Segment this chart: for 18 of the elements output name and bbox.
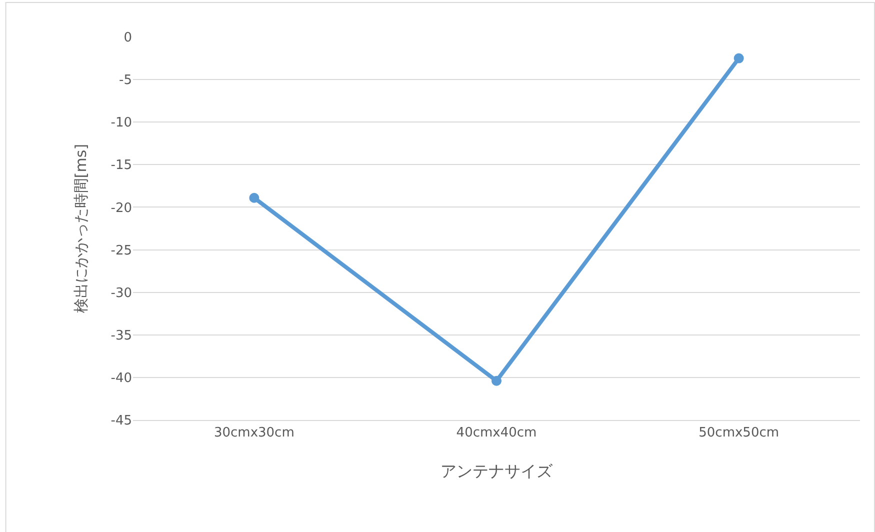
y-tick-label: -20 — [110, 200, 132, 216]
y-tick-label: -5 — [119, 73, 132, 88]
y-tick-label: -15 — [110, 158, 132, 174]
y-tick-label: -35 — [110, 328, 132, 344]
y-tick-label: -40 — [110, 370, 132, 386]
x-tick-label: 50cmx50cm — [698, 426, 780, 441]
y-tick-label: -45 — [110, 414, 132, 429]
x-tick-label: 40cmx40cm — [456, 426, 537, 441]
point — [734, 53, 744, 64]
y-tick-label: 0 — [124, 30, 132, 46]
y-tick-label: -10 — [110, 116, 132, 131]
y-tick-label: -30 — [110, 286, 132, 301]
point — [249, 192, 260, 203]
x-tick-label: 30cmx30cm — [214, 426, 294, 441]
x-axis-title: アンテナサイズ — [440, 461, 554, 480]
y-tick-label: -25 — [110, 243, 132, 258]
y-axis-title: 検出にかかった時間[ms] — [72, 144, 90, 314]
point — [492, 376, 502, 386]
